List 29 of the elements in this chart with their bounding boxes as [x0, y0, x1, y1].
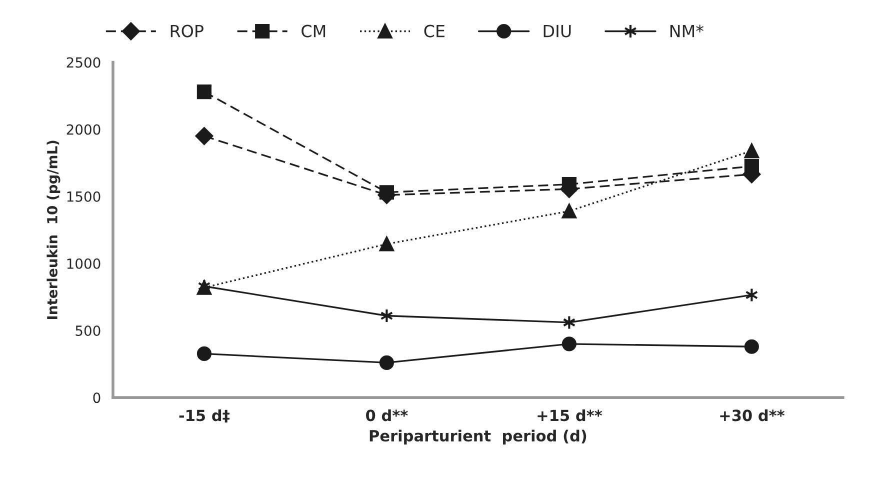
x-axis-title: Periparturient period (d) — [370, 430, 586, 445]
y-tick-label: 2000 — [66, 124, 100, 135]
point — [196, 346, 212, 362]
x-tick-label: +30 d** — [720, 409, 785, 422]
x-tick-label: +15 d** — [538, 409, 602, 422]
x-tick-label: -15 d‡ — [179, 409, 230, 422]
point — [562, 177, 576, 192]
y-axis-title: Interleukin 10 (pg/mL) — [46, 140, 60, 320]
point — [379, 185, 394, 200]
legend-label: CE — [424, 24, 444, 38]
y-tick-label: 0 — [93, 392, 100, 404]
point — [562, 204, 576, 218]
point — [379, 236, 394, 252]
legend-label: NM* — [670, 24, 704, 38]
point — [744, 143, 759, 158]
point — [562, 336, 576, 352]
point — [196, 84, 212, 100]
legend-label: DIU — [544, 24, 571, 38]
legend-label: CM — [302, 24, 326, 38]
point — [744, 158, 759, 174]
y-tick-label: 500 — [76, 325, 100, 336]
x-tick-label: 0 d** — [366, 409, 408, 422]
y-tick-label: 1500 — [67, 191, 100, 202]
point — [744, 339, 759, 354]
point — [195, 127, 214, 145]
y-tick-label: 1000 — [67, 258, 100, 269]
legend-label: ROP — [170, 24, 204, 38]
point — [379, 355, 394, 370]
y-tick-label: 2500 — [66, 57, 100, 68]
